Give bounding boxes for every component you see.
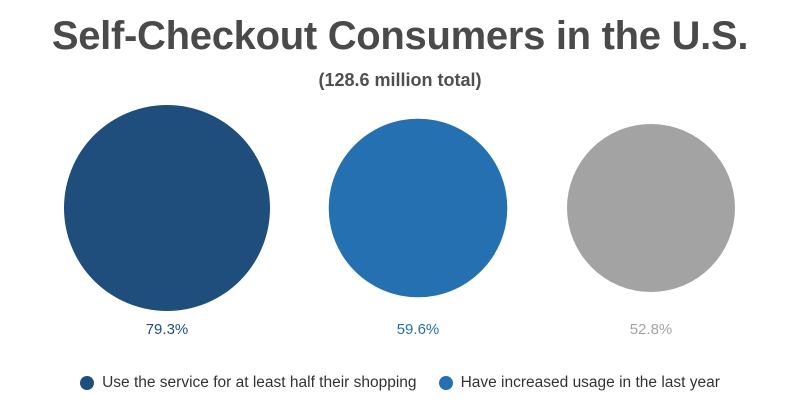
legend-label-half-shopping: Use the service for at least half their … [102, 374, 417, 391]
legend-item-half-shopping: Use the service for at least half their … [80, 374, 417, 392]
data-label-half-shopping: 79.3% [146, 321, 189, 338]
chart-title: Self-Checkout Consumers in the U.S. [51, 14, 749, 58]
chart-subtitle: (128.6 million total) [318, 70, 482, 90]
bubble-third [567, 124, 735, 292]
legend-label-increased-usage: Have increased usage in the last year [460, 374, 720, 391]
legend-item-increased-usage: Have increased usage in the last year [438, 374, 720, 392]
bubble-half-shopping [64, 105, 270, 311]
data-label-increased-usage: 59.6% [397, 321, 440, 338]
chart-legend: Use the service for at least half their … [0, 374, 800, 392]
legend-marker-half-shopping [80, 376, 95, 390]
data-label-third: 52.8% [630, 321, 673, 338]
bubble-increased-usage [328, 118, 508, 298]
legend-marker-increased-usage [438, 376, 453, 390]
